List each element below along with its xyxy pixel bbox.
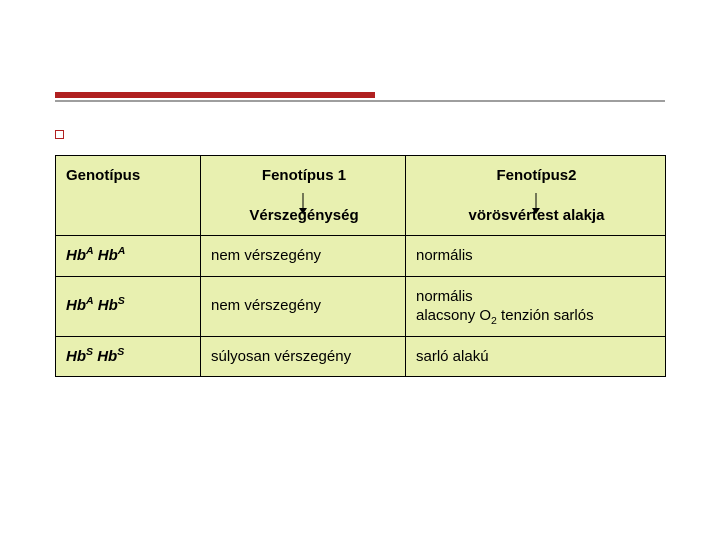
arrow-head-icon	[532, 208, 540, 214]
arrow-head-icon	[299, 208, 307, 214]
genotype-cell: HbA HbA	[56, 236, 201, 277]
subheader-anemia: Vérszegénység	[201, 196, 406, 236]
header-pheno1: Fenotípus 1	[201, 156, 406, 196]
anemia-cell: nem vérszegény	[201, 236, 406, 277]
title-rule	[55, 92, 665, 102]
header-genotype: Genotípus	[56, 156, 201, 196]
bullet-square-icon	[55, 130, 64, 139]
subheader-empty	[56, 196, 201, 236]
table-row: HbS HbS súlyosan vérszegény sarló alakú	[56, 336, 666, 377]
shape-cell: sarló alakú	[406, 336, 666, 377]
subheader-rbc-shape: vörösvértest alakja	[406, 196, 666, 236]
header-pheno2: Fenotípus2	[406, 156, 666, 196]
slide: Genotípus Fenotípus 1 Fenotípus2 Vérszeg…	[0, 0, 720, 540]
shape-cell: normális	[406, 236, 666, 277]
table-row: HbA HbA nem vérszegény normális	[56, 236, 666, 277]
genotype-table: Genotípus Fenotípus 1 Fenotípus2 Vérszeg…	[55, 155, 666, 377]
anemia-cell: súlyosan vérszegény	[201, 336, 406, 377]
table-row: HbA HbS nem vérszegény normális alacsony…	[56, 276, 666, 336]
genotype-cell: HbA HbS	[56, 276, 201, 336]
genotype-cell: HbS HbS	[56, 336, 201, 377]
arrow-down-icon	[303, 193, 304, 209]
arrow-down-icon	[535, 193, 536, 209]
table-header-row: Genotípus Fenotípus 1 Fenotípus2	[56, 156, 666, 196]
rule-grey	[55, 100, 665, 102]
rule-red	[55, 92, 375, 98]
shape-cell: normális alacsony O2 tenzión sarlós	[406, 276, 666, 336]
anemia-cell: nem vérszegény	[201, 276, 406, 336]
table-subheader-row: Vérszegénység vörösvértest alakja	[56, 196, 666, 236]
